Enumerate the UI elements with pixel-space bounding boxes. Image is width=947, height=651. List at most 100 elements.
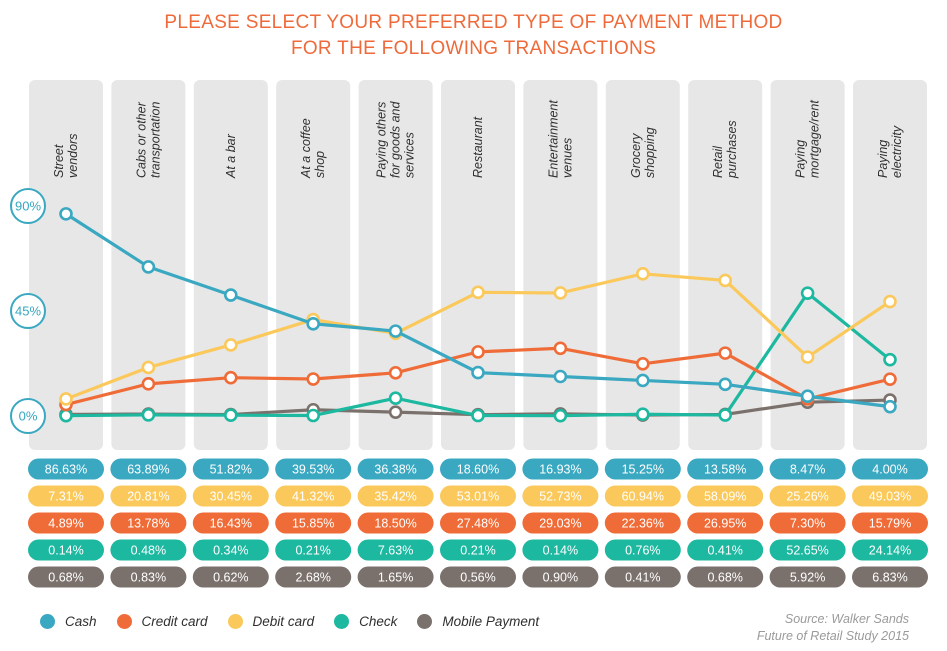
value-pill-credit-card [357,512,434,534]
column-background [358,80,433,450]
y-tick-circle [10,398,46,434]
chart-title: PLEASE SELECT YOUR PREFERRED TYPE OF PAY… [0,10,947,62]
category-label: At a coffee [299,118,313,179]
data-point-credit-card [306,372,321,386]
value-label-mobile-payment: 0.83% [131,571,166,585]
category-label: Grocery [629,133,643,178]
data-point-check [718,408,733,422]
value-label-debit-card: 30.45% [210,490,252,504]
value-label-credit-card: 15.85% [292,517,334,531]
value-pill-cash [110,458,187,480]
value-pill-mobile-payment [192,566,269,588]
value-pill-cash [357,458,434,480]
source-line-1: Source: Walker Sands [784,612,909,626]
value-pill-check [604,539,681,561]
value-pill-debit-card [275,485,352,507]
data-point-debit-card [883,294,897,309]
column-background [276,80,351,450]
value-pill-credit-card [852,512,928,534]
value-label-credit-card: 18.50% [374,517,416,531]
category-label: Retail [711,145,725,178]
value-label-mobile-payment: 0.68% [707,571,742,585]
value-label-cash: 8.47% [790,463,825,477]
value-pill-mobile-payment [440,566,516,588]
data-point-debit-card [718,273,733,288]
value-label-mobile-payment: 5.92% [790,571,825,585]
value-label-check: 0.34% [213,544,248,558]
y-tick-circle [10,188,46,224]
legend-swatch-credit-card [116,614,132,629]
data-point-credit-card [388,366,403,380]
value-label-debit-card: 60.94% [622,490,664,504]
value-label-credit-card: 4.89% [48,517,83,531]
legend-item-debit-card: Debit card [227,614,315,629]
data-point-cash [388,324,403,338]
value-pill-mobile-payment [687,566,764,588]
data-point-debit-card [59,392,73,406]
chart-title-line-1: PLEASE SELECT YOUR PREFERRED TYPE OF PAY… [164,12,783,33]
data-point-debit-card [141,360,156,375]
value-pill-check [28,539,104,561]
value-label-credit-card: 26.95% [704,517,746,531]
legend-swatch-mobile-payment [417,614,433,629]
value-pill-debit-card [769,485,846,507]
data-point-cash [800,389,815,404]
value-pill-check [522,539,599,561]
value-label-cash: 39.53% [292,463,334,477]
legend-label-debit-card: Debit card [252,614,315,629]
category-label: vendors [66,134,80,178]
value-pill-credit-card [440,512,516,534]
value-pill-credit-card [275,512,352,534]
value-label-credit-card: 29.03% [539,517,581,531]
y-axis-ticks: 0% 45% 90% [10,188,46,434]
data-point-credit-card [471,345,485,359]
value-label-debit-card: 35.42% [374,490,416,504]
value-label-mobile-payment: 6.83% [872,571,907,585]
value-label-debit-card: 7.31% [48,490,83,504]
data-point-cash [141,260,156,274]
category-label: services [403,132,417,178]
category-label: shop [313,151,327,178]
data-point-check [883,352,897,367]
source-note: Source: Walker Sands Future of Retail St… [757,611,909,645]
legend-item-check: Check [334,614,397,629]
category-label: venues [560,138,574,178]
value-pill-mobile-payment [28,566,104,588]
column-background [853,80,927,450]
data-point-check [635,407,650,422]
value-label-check: 0.48% [131,544,166,558]
value-pill-cash [769,458,846,480]
value-label-debit-card: 20.81% [127,490,169,504]
y-tick-label: 90% [15,199,41,214]
legend-label-cash: Cash [65,614,97,629]
data-point-debit-card [800,350,815,364]
value-pill-credit-card [192,512,269,534]
data-point-mobile-payment [388,405,403,419]
value-label-cash: 4.00% [872,463,907,477]
value-label-debit-card: 41.32% [292,490,334,504]
value-label-mobile-payment: 0.56% [460,571,495,585]
value-pill-check [687,539,764,561]
value-pill-debit-card [687,485,764,507]
column-background [29,80,103,450]
category-label: Street [52,144,66,178]
chart-legend: Cash Credit card Debit card Check Mobile Pay… [40,614,559,629]
category-label: At a bar [224,133,238,179]
data-point-debit-card [471,285,485,300]
value-pill-debit-card [604,485,681,507]
value-pill-mobile-payment [110,566,187,588]
legend-swatch-cash [40,614,55,629]
data-point-cash [718,377,733,392]
category-label: electricity [890,125,904,178]
source-line-2: Future of Retail Study 2015 [756,629,909,643]
data-point-cash [224,288,238,302]
y-tick-label: 45% [15,304,41,319]
category-label: Paying [876,140,890,178]
category-label: Entertainment [546,100,560,178]
data-point-credit-card [635,357,650,371]
data-point-credit-card [553,341,568,356]
value-label-credit-card: 27.48% [457,517,499,531]
value-label-cash: 51.82% [210,463,252,477]
value-pill-credit-card [769,512,846,534]
